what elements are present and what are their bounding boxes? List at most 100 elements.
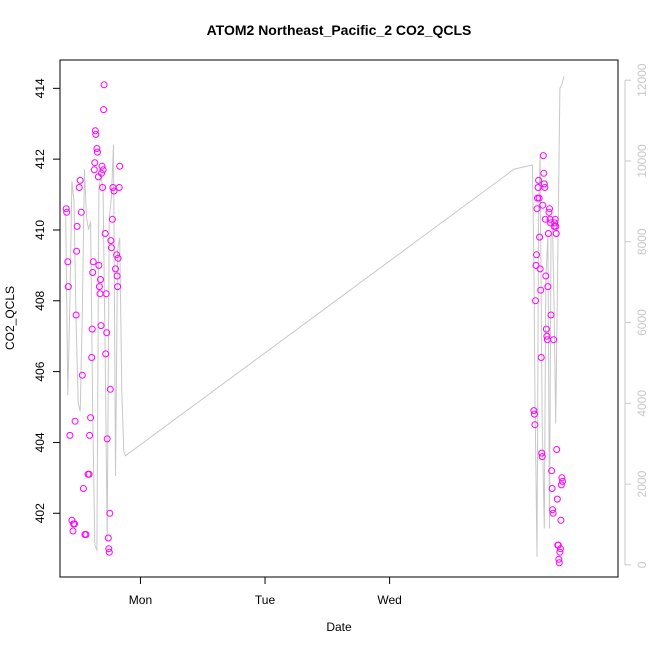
co2-point-38 [97, 276, 104, 283]
co2-point-22 [86, 431, 94, 439]
co2-point-6 [69, 527, 77, 535]
co2-point-77 [535, 176, 543, 184]
co2-point-24 [88, 354, 96, 361]
co2-point-119 [556, 545, 564, 553]
co2-point-32 [93, 145, 101, 152]
co2-point-50 [103, 435, 111, 443]
co2-point-121 [557, 481, 565, 489]
co2-point-92 [542, 325, 550, 333]
co2-point-41 [98, 162, 106, 170]
co2-point-72 [532, 261, 540, 269]
co2-point-55 [106, 385, 114, 393]
co2-point-10 [72, 311, 80, 319]
co2-point-58 [108, 215, 116, 223]
co2-point-97 [545, 208, 553, 216]
co2-point-42 [99, 184, 107, 191]
co2-point-118 [556, 548, 564, 556]
co2-point-111 [552, 230, 560, 237]
co2-point-84 [538, 453, 546, 461]
y2-tick-label-8000: 8000 [635, 228, 649, 255]
co2-point-117 [555, 559, 563, 567]
y2-tick-label-10000: 10000 [635, 144, 649, 178]
co2-point-63 [113, 272, 121, 280]
co2-point-82 [537, 354, 545, 361]
co2-point-69 [530, 410, 538, 418]
co2-point-56 [107, 237, 115, 245]
co2-point-116 [555, 555, 563, 563]
co2-point-101 [547, 311, 555, 319]
co2-point-54 [106, 509, 114, 517]
co2-point-83 [538, 449, 546, 457]
co2-point-122 [558, 474, 566, 482]
co2-point-46 [101, 230, 109, 237]
co2-point-51 [104, 534, 112, 542]
co2-point-3 [64, 283, 72, 291]
chart-title: ATOM2 Northeast_Pacific_2 CO2_QCLS [207, 22, 472, 38]
co2-point-45 [100, 81, 108, 89]
co2-point-81 [537, 286, 545, 294]
co2-point-109 [551, 215, 559, 223]
co2-point-29 [91, 159, 99, 167]
y-axis-left: 402 404 406 408 410 412 414 [33, 78, 61, 523]
co2-point-89 [541, 184, 549, 191]
co2-point-31 [92, 130, 100, 138]
co2-point-68 [530, 407, 538, 415]
y-tick-label-406: 406 [33, 361, 47, 381]
co2-point-30 [91, 127, 99, 135]
co2-point-113 [553, 495, 561, 503]
co2-point-99 [546, 215, 554, 223]
y2-tick-label-12000: 12000 [635, 63, 649, 97]
co2-point-52 [105, 545, 113, 553]
co2-point-86 [539, 152, 547, 160]
co2-point-98 [546, 205, 553, 213]
y2-tick-label-0: 0 [635, 561, 649, 568]
co2-point-43 [99, 166, 107, 174]
y-tick-label-412: 412 [33, 149, 47, 169]
co2-point-13 [75, 184, 83, 191]
co2-point-4 [66, 431, 74, 439]
co2-point-65 [114, 254, 122, 262]
co2-point-14 [76, 176, 84, 184]
co2-point-0 [62, 205, 70, 213]
co2-point-104 [549, 506, 557, 514]
co2-point-66 [115, 184, 123, 191]
co2-point-33 [93, 148, 101, 156]
co2-point-8 [71, 520, 78, 528]
y-axis-label: CO2_QCLS [3, 286, 17, 350]
co2-point-48 [102, 290, 110, 298]
altitude-line-layer [65, 76, 565, 557]
co2-point-62 [113, 251, 121, 259]
y-tick-label-410: 410 [33, 220, 47, 240]
co2-point-120 [557, 516, 565, 524]
co2-point-88 [540, 180, 548, 188]
x-tick-label-mon: Mon [129, 593, 152, 607]
co2-point-21 [85, 470, 93, 478]
co2-point-25 [88, 325, 96, 333]
co2-point-1 [63, 208, 71, 216]
co2-point-27 [89, 258, 97, 266]
co2-point-123 [559, 477, 566, 485]
co2-point-47 [102, 350, 110, 358]
co2-point-87 [540, 169, 548, 177]
co2-point-26 [89, 269, 97, 276]
co2-point-2 [64, 258, 72, 266]
co2-point-78 [535, 194, 543, 202]
co2-point-71 [532, 297, 539, 305]
co2-point-53 [105, 548, 113, 556]
co2-point-11 [73, 247, 81, 255]
altitude-series-line [65, 76, 565, 557]
co2-point-28 [90, 166, 98, 174]
co2-point-44 [100, 106, 108, 114]
co2-point-110 [552, 222, 560, 230]
y-tick-label-402: 402 [33, 503, 47, 523]
co2-point-112 [553, 446, 561, 453]
co2-point-40 [98, 169, 105, 177]
y-tick-label-404: 404 [33, 432, 47, 452]
y2-tick-label-4000: 4000 [635, 390, 649, 417]
co2-point-108 [551, 219, 559, 227]
co2-point-23 [87, 414, 95, 422]
co2-point-80 [536, 265, 544, 273]
co2-point-103 [548, 485, 556, 492]
x-axis: Mon Tue Wed [129, 576, 402, 607]
